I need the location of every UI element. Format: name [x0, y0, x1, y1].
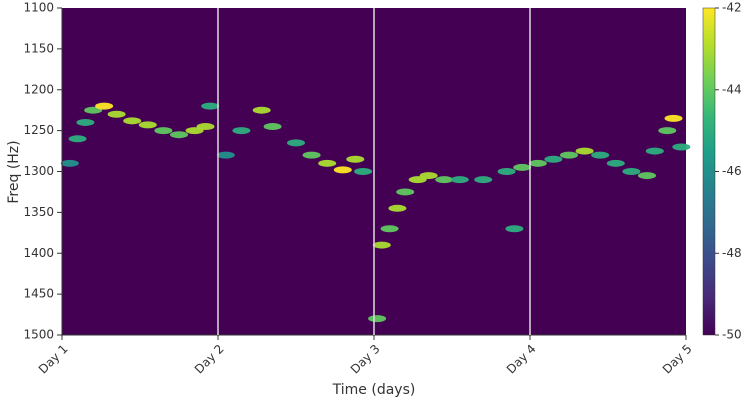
cell — [591, 151, 610, 159]
cell — [560, 151, 578, 159]
cell — [95, 102, 114, 110]
y-tick-label: 1400 — [23, 246, 54, 260]
cell — [302, 151, 321, 159]
x-tick-label: Day 3 — [348, 342, 383, 377]
y-tick-label: 1300 — [23, 164, 54, 178]
x-axis-title: Time (days) — [332, 382, 416, 398]
y-tick-label: 1500 — [23, 328, 54, 342]
cell — [154, 127, 173, 135]
cell — [107, 110, 126, 118]
cell — [513, 163, 532, 171]
cell — [672, 143, 691, 151]
cell — [287, 139, 305, 147]
cell — [201, 102, 220, 110]
cell — [138, 121, 157, 129]
colorbar — [702, 7, 716, 336]
cell — [606, 159, 625, 167]
y-tick-label: 1250 — [23, 123, 54, 137]
cell — [419, 172, 438, 180]
cell — [346, 155, 365, 163]
cell — [263, 123, 282, 131]
cell — [380, 225, 399, 233]
colorbar-tick-label: -44 — [722, 82, 742, 96]
cell — [368, 315, 387, 323]
cell — [76, 118, 95, 126]
cell — [354, 168, 373, 175]
cell — [645, 147, 664, 155]
cell — [658, 127, 677, 135]
y-tick-label: 1450 — [23, 287, 54, 301]
cell — [622, 168, 641, 175]
cell — [575, 147, 594, 155]
cell — [372, 241, 391, 249]
cell — [450, 176, 469, 184]
cell — [232, 127, 251, 135]
cell — [435, 176, 454, 184]
cell — [196, 123, 215, 131]
cell — [318, 159, 337, 167]
y-tick-label: 1150 — [23, 41, 54, 55]
y-axis-title: Freq (Hz) — [6, 140, 22, 203]
cell — [528, 159, 547, 167]
cell — [638, 172, 656, 180]
x-tick-label: Day 1 — [36, 342, 71, 377]
colorbar-tick-label: -46 — [722, 164, 742, 178]
colorbar-tick-label: -48 — [722, 246, 742, 260]
cell — [68, 135, 87, 143]
x-tick-label: Day 2 — [192, 342, 227, 377]
cell — [505, 225, 524, 233]
cell — [388, 204, 407, 212]
cell — [123, 117, 142, 125]
cell — [474, 176, 493, 184]
y-tick-label: 1100 — [23, 1, 54, 15]
cell — [333, 166, 352, 174]
colorbar-tick-label: -50 — [722, 328, 742, 342]
cell — [252, 106, 271, 114]
cell — [170, 131, 188, 139]
cell — [60, 159, 79, 167]
y-tick-label: 1200 — [23, 82, 54, 96]
x-tick-label: Day 5 — [660, 342, 695, 377]
y-tick-label: 1350 — [23, 205, 54, 219]
cell — [396, 188, 415, 196]
x-tick-label: Day 4 — [504, 342, 539, 377]
cell — [216, 151, 235, 159]
cell — [497, 168, 516, 175]
cell — [544, 155, 563, 163]
colorbar-tick-label: -42 — [722, 1, 742, 15]
cell — [664, 114, 683, 122]
